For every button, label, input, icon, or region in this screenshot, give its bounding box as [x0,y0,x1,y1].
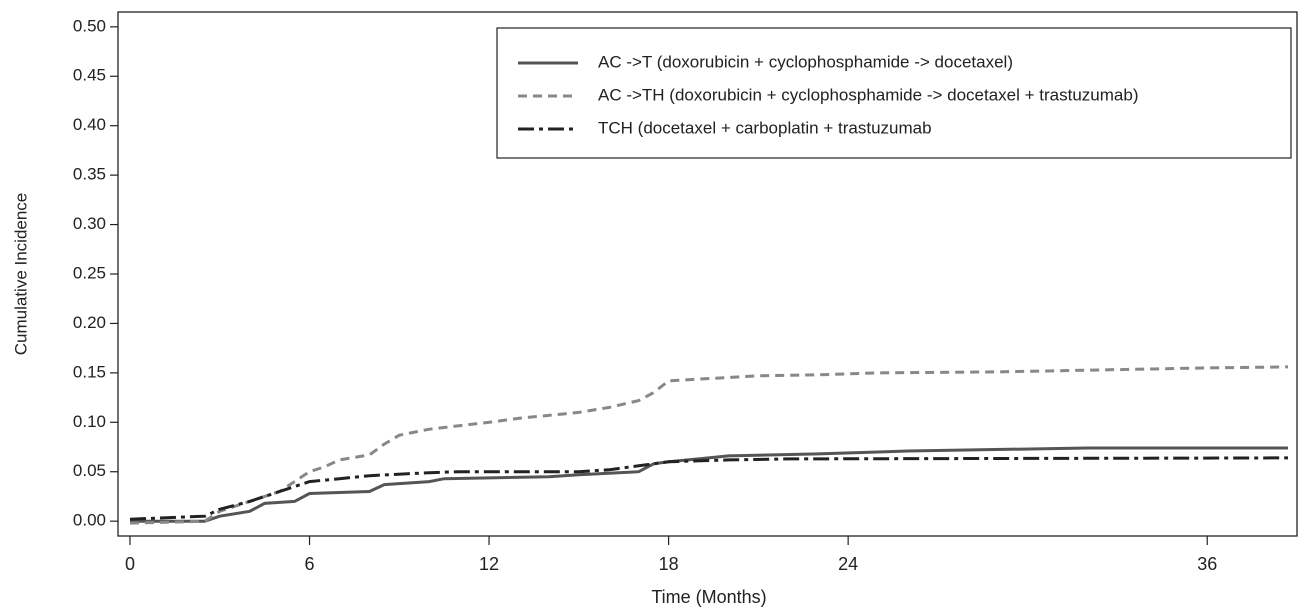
x-tick-label: 24 [838,554,858,574]
legend-label: AC ->T (doxorubicin + cyclophosphamide -… [598,52,1013,71]
y-tick-label: 0.35 [73,165,106,184]
y-tick-label: 0.30 [73,214,106,233]
x-tick-label: 36 [1197,554,1217,574]
y-tick-label: 0.15 [73,362,106,381]
y-tick-label: 0.00 [73,511,106,530]
y-tick-label: 0.50 [73,16,106,35]
x-axis-title: Time (Months) [651,587,766,607]
y-axis-title: Cumulative Incidence [11,193,30,356]
y-tick-label: 0.20 [73,313,106,332]
x-tick-label: 6 [305,554,315,574]
legend-box [496,27,1292,159]
y-tick-label: 0.25 [73,263,106,282]
y-tick-label: 0.10 [73,412,106,431]
y-tick-label: 0.45 [73,66,106,85]
x-tick-label: 0 [125,554,135,574]
legend-label: AC ->TH (doxorubicin + cyclophosphamide … [598,85,1138,104]
series-line [129,365,1289,525]
x-tick-label: 18 [659,554,679,574]
series-line [130,446,1288,523]
legend-label: TCH (docetaxel + carboplatin + trastuzum… [598,118,932,137]
series-line [129,456,1289,521]
y-tick-label: 0.05 [73,461,106,480]
x-tick-label: 12 [479,554,499,574]
y-tick-label: 0.40 [73,115,106,134]
